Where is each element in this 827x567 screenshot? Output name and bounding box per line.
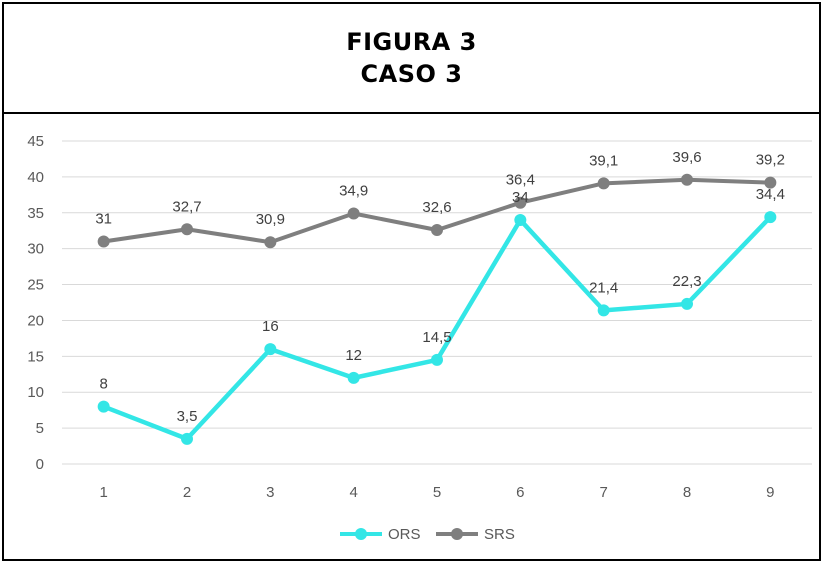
data-label-ors: 12 [345,347,362,364]
data-label-srs: 39,2 [756,152,785,169]
data-point-ors [681,297,693,310]
legend-marker-srs [451,528,463,540]
x-tick-label: 8 [683,484,691,501]
x-tick-label: 2 [183,484,191,501]
data-label-ors: 3,5 [177,408,198,425]
data-label-ors: 34 [512,189,529,206]
title-box: FIGURA 3 CASO 3 [4,4,819,114]
data-label-ors: 34,4 [756,186,785,203]
data-label-srs: 39,1 [589,152,618,169]
y-tick-label: 5 [36,420,44,437]
data-label-ors: 16 [262,318,279,335]
x-tick-label: 7 [599,484,607,501]
x-tick-label: 6 [516,484,524,501]
figure-frame: FIGURA 3 CASO 3 [2,2,821,561]
data-label-srs: 30,9 [256,211,285,228]
data-label-srs: 32,7 [172,198,201,215]
data-point-srs [764,176,777,189]
legend-marker-ors [355,528,367,540]
data-point-srs [597,177,610,190]
y-tick-label: 30 [27,241,44,258]
chart-title-line2: CASO 3 [360,60,463,88]
data-point-srs [681,173,693,186]
y-tick-label: 40 [27,169,44,186]
data-point-ors [431,353,443,366]
data-label-srs: 31 [95,210,112,227]
data-point-srs [431,224,443,237]
data-point-srs [264,236,277,249]
data-point-srs [347,207,360,220]
data-label-srs: 39,6 [672,149,701,166]
data-point-ors [514,213,527,226]
data-point-ors [181,432,193,445]
data-point-ors [97,400,110,413]
data-label-srs: 36,4 [506,172,535,189]
data-label-srs: 32,6 [422,199,451,216]
y-tick-label: 45 [27,133,44,150]
data-point-srs [97,235,110,248]
data-point-ors [347,371,360,384]
y-tick-label: 15 [27,348,44,365]
chart-title-line1: FIGURA 3 [346,28,477,56]
data-point-ors [264,343,277,356]
data-label-ors: 8 [99,376,107,393]
data-label-srs: 34,9 [339,182,368,199]
y-tick-label: 25 [27,277,44,294]
x-tick-label: 3 [266,484,274,501]
y-tick-label: 10 [27,384,44,401]
y-tick-label: 20 [27,312,44,329]
legend-label-srs: SRS [484,526,515,543]
x-tick-label: 5 [433,484,441,501]
data-point-ors [597,304,610,317]
data-point-srs [181,223,193,236]
y-tick-label: 35 [27,205,44,222]
y-tick-label: 0 [36,456,44,473]
data-label-ors: 21,4 [589,279,618,296]
x-tick-label: 9 [766,484,774,501]
data-point-ors [764,211,777,224]
x-tick-label: 4 [349,484,357,501]
x-tick-label: 1 [99,484,107,501]
data-point-srs [514,196,527,209]
data-label-ors: 14,5 [422,329,451,346]
legend-label-ors: ORS [388,526,421,543]
data-label-ors: 22,3 [672,273,701,290]
